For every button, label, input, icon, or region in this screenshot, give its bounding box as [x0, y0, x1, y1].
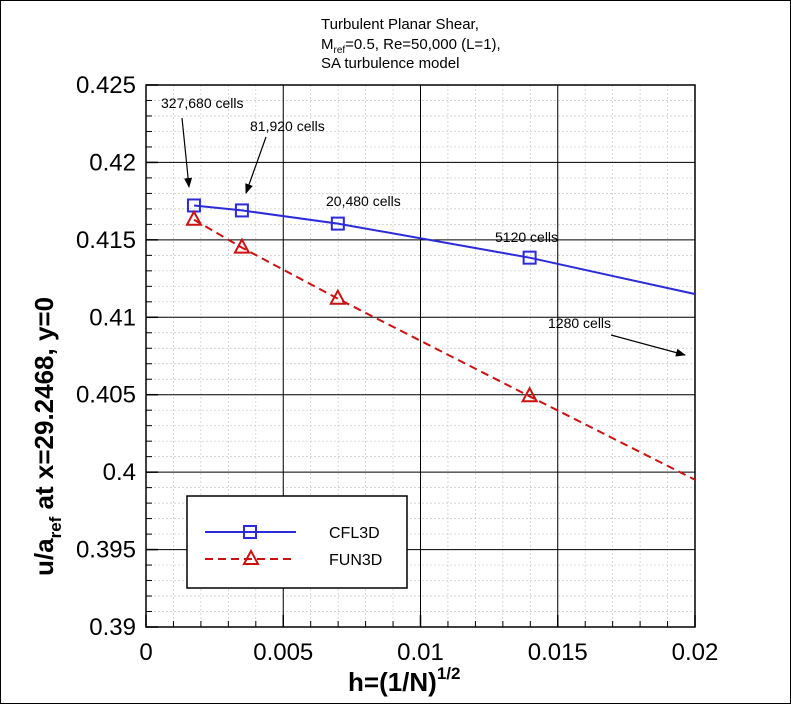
- y-tick-label: 0.41: [89, 304, 136, 331]
- data-point-cfl3d: [522, 250, 537, 265]
- annotation-arrow-1280: [610, 334, 686, 357]
- legend: CFL3D FUN3D: [186, 495, 408, 589]
- legend-label-fun3d: FUN3D: [329, 552, 382, 569]
- x-tick-label: 0: [139, 639, 152, 666]
- x-axis-label: h=(1/N)1/2: [348, 664, 460, 697]
- series-line-cfl3d: [193, 204, 695, 296]
- y-tick-label: 0.395: [76, 537, 136, 564]
- y-tick-labels: 0.39 0.395 0.4 0.405 0.41 0.415 0.42 0.425: [76, 72, 136, 641]
- y-tick-label: 0.4: [103, 459, 136, 486]
- title-line-2: Mref=0.5, Re=50,000 (L=1),: [321, 36, 501, 56]
- x-tick-label: 0.015: [528, 639, 588, 666]
- x-tick-label: 0.005: [253, 639, 313, 666]
- x-tick-labels: 0 0.005 0.01 0.015 0.02: [139, 639, 718, 666]
- series-line-fun3d: [193, 218, 695, 481]
- legend-marker-triangle: [242, 548, 260, 565]
- annotation-1280-cells: 1280 cells: [548, 315, 611, 331]
- series-lines: [193, 204, 695, 481]
- y-axis-label: u/aref at x=29.2468, y=0: [29, 297, 65, 576]
- y-tick-label: 0.415: [76, 227, 136, 254]
- axis-ticks: [145, 84, 696, 628]
- data-point-cfl3d: [330, 216, 345, 231]
- legend-box: [186, 495, 408, 589]
- annotation-20480-cells: 20,480 cells: [326, 193, 401, 209]
- annotation-327680-cells: 327,680 cells: [161, 95, 244, 111]
- annotation-81920-cells: 81,920 cells: [250, 118, 325, 134]
- data-point-fun3d: [329, 288, 347, 305]
- title-line-3: SA turbulence model: [321, 55, 459, 72]
- title-line-1: Turbulent Planar Shear,: [321, 16, 479, 33]
- y-tick-label: 0.42: [89, 149, 136, 176]
- annotation-arrow-327680: [181, 117, 193, 188]
- data-point-cfl3d: [234, 203, 249, 218]
- annotations: 327,680 cells 81,920 cells 20,480 cells …: [161, 95, 686, 357]
- annotation-arrow-81920: [245, 136, 267, 194]
- data-point-fun3d: [233, 237, 251, 254]
- x-tick-label: 0.02: [672, 639, 719, 666]
- y-tick-label: 0.39: [89, 614, 136, 641]
- legend-marker-square: [243, 525, 257, 539]
- data-point-fun3d: [520, 386, 539, 403]
- y-tick-label: 0.425: [76, 72, 136, 99]
- chart-title: Turbulent Planar Shear, Mref=0.5, Re=50,…: [321, 16, 501, 72]
- legend-label-cfl3d: CFL3D: [329, 525, 380, 542]
- grid: [145, 84, 696, 628]
- x-tick-label: 0.01: [397, 639, 444, 666]
- data-point-fun3d: [185, 209, 203, 226]
- series-markers: [185, 198, 539, 403]
- annotation-5120-cells: 5120 cells: [495, 229, 558, 245]
- y-tick-label: 0.405: [76, 382, 136, 409]
